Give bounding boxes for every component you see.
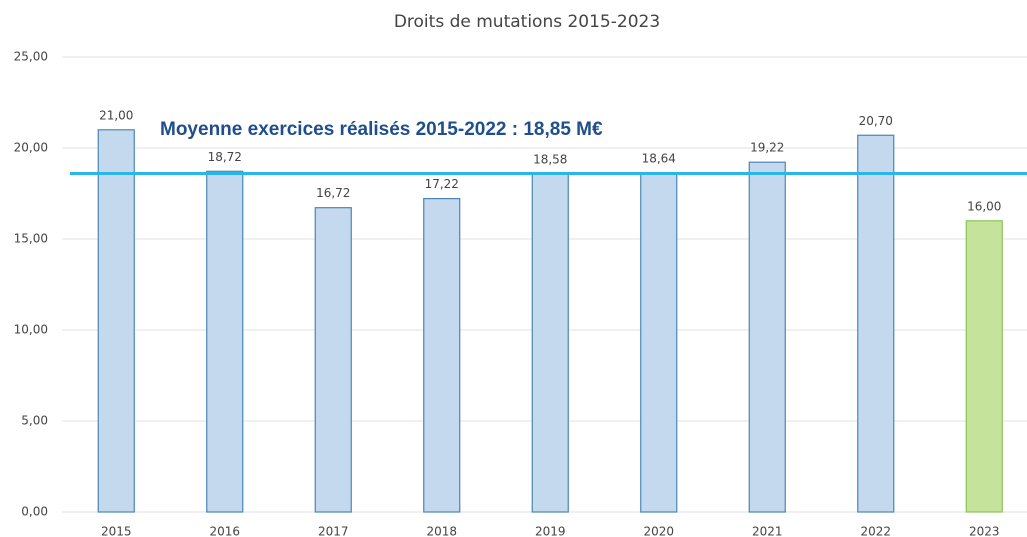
value-label: 18,64 — [642, 151, 676, 165]
x-tick-label: 2015 — [101, 525, 132, 537]
x-tick-label: 2019 — [535, 525, 566, 537]
bar — [97, 129, 135, 513]
y-tick-label: 20,00 — [14, 141, 48, 155]
y-tick-label: 10,00 — [14, 323, 48, 337]
y-tick-label: 0,00 — [21, 505, 48, 519]
annotation: Moyenne exercices réalisés 2015-2022 : 1… — [160, 119, 603, 140]
value-label: 16,00 — [967, 199, 1001, 213]
bar — [531, 173, 569, 513]
value-label: 17,22 — [425, 177, 459, 191]
chart-title: Droits de mutations 2015-2023 — [394, 12, 660, 32]
bar — [423, 197, 461, 513]
bar — [206, 170, 244, 513]
x-tick-label: 2018 — [426, 525, 457, 537]
x-tick-label: 2023 — [969, 525, 1000, 537]
value-label: 20,70 — [859, 114, 893, 128]
y-tick-label: 15,00 — [14, 232, 48, 246]
bar — [314, 207, 352, 513]
value-label: 18,58 — [533, 152, 567, 166]
value-label: 18,72 — [208, 150, 242, 164]
y-tick-label: 25,00 — [14, 50, 48, 64]
value-label: 19,22 — [750, 141, 784, 155]
x-tick-label: 2020 — [643, 525, 674, 537]
x-tick-label: 2016 — [209, 525, 240, 537]
x-tick-label: 2021 — [752, 525, 783, 537]
value-label: 16,72 — [316, 186, 350, 200]
value-label: 21,00 — [99, 108, 133, 122]
bar — [640, 172, 678, 513]
bar — [748, 161, 786, 513]
bar — [965, 220, 1003, 513]
x-tick-label: 2017 — [318, 525, 349, 537]
bar — [857, 134, 895, 513]
x-tick-label: 2022 — [860, 525, 891, 537]
y-tick-label: 5,00 — [21, 414, 48, 428]
